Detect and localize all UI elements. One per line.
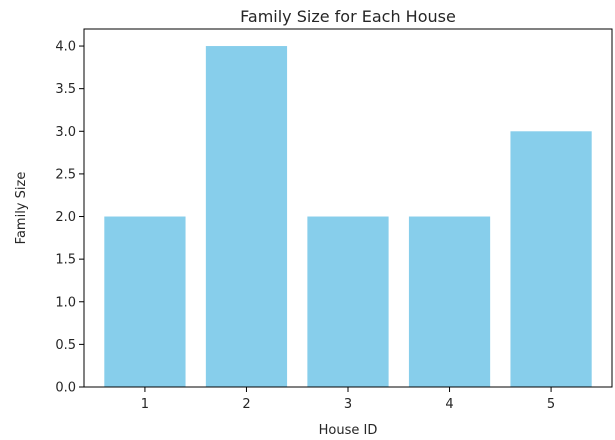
y-tick-label: 0.5	[55, 338, 76, 353]
bar-house-3	[307, 216, 389, 387]
y-tick-label: 0.0	[55, 381, 76, 396]
bar-house-1	[104, 216, 186, 387]
x-tick-label: 5	[547, 397, 555, 412]
bars-group	[104, 46, 592, 388]
bar-house-2	[205, 46, 288, 388]
y-tick-label: 1.5	[55, 253, 76, 268]
y-tick-label: 2.5	[55, 167, 76, 182]
plot-frame	[83, 28, 613, 388]
bar-house-4	[408, 216, 491, 387]
x-tick-label: 2	[242, 397, 250, 412]
x-axis-label: House ID	[319, 423, 378, 438]
y-tick-label: 3.5	[55, 82, 76, 97]
y-axis-label: Family Size	[14, 172, 29, 245]
chart-title: Family Size for Each House	[240, 7, 456, 26]
y-ticks-group: 0.0 0.5 1.0 1.5 2.0 2.5 3.0 3.5 4.0	[55, 40, 84, 396]
y-tick-label: 1.0	[55, 295, 76, 310]
y-tick-label: 2.0	[55, 210, 76, 225]
x-tick-label: 1	[141, 397, 149, 412]
y-tick-label: 3.0	[55, 125, 76, 140]
x-ticks-group: 1 2 3 4 5	[141, 387, 555, 412]
x-tick-label: 4	[445, 397, 453, 412]
y-tick-label: 4.0	[55, 40, 76, 55]
x-tick-label: 3	[344, 397, 352, 412]
bar-house-5	[510, 131, 592, 387]
